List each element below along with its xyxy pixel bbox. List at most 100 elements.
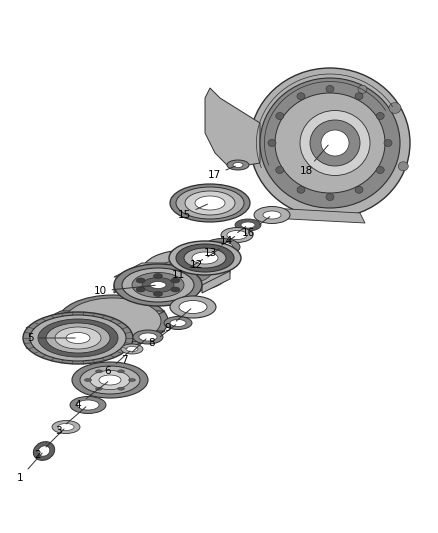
Ellipse shape (227, 160, 249, 170)
Ellipse shape (192, 252, 218, 264)
Ellipse shape (376, 112, 384, 119)
Text: 5: 5 (27, 333, 75, 343)
Ellipse shape (128, 378, 135, 382)
Ellipse shape (227, 230, 247, 239)
Ellipse shape (355, 93, 363, 100)
Ellipse shape (170, 296, 216, 318)
Ellipse shape (66, 333, 90, 343)
Text: 7: 7 (121, 339, 146, 365)
Ellipse shape (150, 281, 166, 288)
Ellipse shape (153, 273, 162, 279)
Ellipse shape (33, 442, 55, 461)
Ellipse shape (30, 315, 126, 361)
Ellipse shape (310, 120, 360, 166)
Ellipse shape (326, 85, 334, 93)
Ellipse shape (170, 319, 186, 327)
Polygon shape (202, 271, 230, 293)
Ellipse shape (72, 362, 148, 398)
Text: 14: 14 (219, 227, 246, 246)
Polygon shape (26, 331, 165, 348)
Text: 18: 18 (300, 145, 328, 176)
Ellipse shape (142, 278, 174, 293)
Ellipse shape (297, 186, 305, 193)
Ellipse shape (321, 130, 349, 156)
Ellipse shape (268, 140, 276, 147)
Ellipse shape (275, 93, 385, 193)
Ellipse shape (276, 112, 284, 119)
Ellipse shape (153, 292, 162, 296)
Ellipse shape (358, 85, 367, 93)
Ellipse shape (241, 222, 255, 228)
Ellipse shape (389, 102, 401, 114)
Ellipse shape (114, 264, 202, 306)
Polygon shape (270, 208, 365, 223)
Text: 8: 8 (148, 325, 176, 348)
Ellipse shape (126, 346, 138, 351)
Ellipse shape (204, 238, 240, 255)
Ellipse shape (221, 228, 253, 243)
Ellipse shape (276, 166, 284, 174)
Text: 17: 17 (207, 166, 236, 180)
Ellipse shape (179, 301, 207, 313)
Ellipse shape (211, 242, 233, 252)
Ellipse shape (235, 219, 261, 231)
Text: 3: 3 (55, 407, 86, 436)
Ellipse shape (38, 446, 50, 456)
Polygon shape (205, 88, 260, 168)
Ellipse shape (77, 400, 99, 410)
Ellipse shape (376, 166, 384, 174)
Text: 9: 9 (165, 309, 191, 333)
Ellipse shape (233, 163, 243, 167)
Text: 15: 15 (177, 204, 208, 220)
Polygon shape (114, 271, 142, 293)
Text: 11: 11 (171, 260, 203, 280)
Ellipse shape (326, 193, 334, 200)
Ellipse shape (46, 323, 110, 353)
Text: 16: 16 (241, 217, 270, 238)
Text: 13: 13 (203, 237, 235, 258)
Ellipse shape (121, 344, 143, 354)
Ellipse shape (132, 272, 184, 297)
Ellipse shape (300, 110, 370, 175)
Ellipse shape (117, 387, 124, 390)
Ellipse shape (260, 78, 400, 208)
Ellipse shape (122, 268, 194, 302)
Ellipse shape (23, 312, 133, 364)
Ellipse shape (170, 184, 250, 222)
Ellipse shape (90, 370, 130, 390)
Ellipse shape (52, 421, 80, 433)
Ellipse shape (133, 330, 163, 344)
Ellipse shape (58, 424, 74, 431)
Ellipse shape (297, 93, 305, 100)
Ellipse shape (171, 278, 180, 283)
Text: 2: 2 (35, 429, 64, 460)
Ellipse shape (136, 287, 145, 292)
Ellipse shape (195, 196, 225, 210)
Ellipse shape (263, 211, 281, 219)
Ellipse shape (171, 287, 180, 292)
Ellipse shape (117, 370, 124, 373)
Ellipse shape (169, 241, 241, 275)
Ellipse shape (142, 250, 230, 292)
Ellipse shape (85, 378, 92, 382)
Ellipse shape (160, 259, 212, 284)
Text: 10: 10 (93, 285, 155, 296)
Ellipse shape (176, 244, 234, 272)
Ellipse shape (139, 333, 157, 341)
Ellipse shape (176, 187, 244, 219)
Ellipse shape (355, 186, 363, 193)
Ellipse shape (164, 317, 192, 329)
Ellipse shape (38, 319, 118, 357)
Ellipse shape (80, 366, 140, 394)
Ellipse shape (398, 161, 408, 171)
Text: 6: 6 (105, 351, 130, 376)
Ellipse shape (384, 140, 392, 147)
Text: 1: 1 (17, 453, 42, 483)
Polygon shape (114, 263, 230, 277)
Polygon shape (26, 311, 165, 328)
Ellipse shape (58, 295, 168, 347)
Ellipse shape (55, 327, 101, 349)
Ellipse shape (185, 191, 235, 215)
Ellipse shape (136, 278, 145, 283)
Text: 12: 12 (189, 248, 220, 270)
